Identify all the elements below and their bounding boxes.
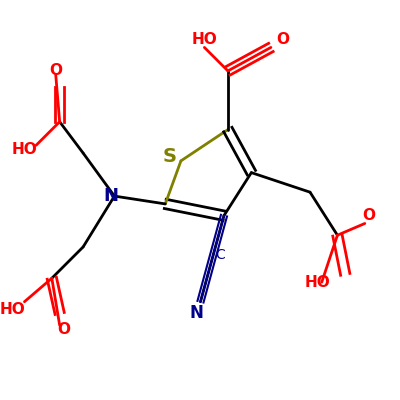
Text: N: N — [190, 304, 204, 322]
Text: HO: HO — [192, 32, 217, 47]
Text: HO: HO — [12, 142, 37, 157]
Text: O: O — [57, 322, 70, 336]
Text: N: N — [103, 187, 118, 205]
Text: S: S — [162, 148, 176, 166]
Text: O: O — [49, 64, 62, 78]
Text: O: O — [276, 32, 289, 47]
Text: C: C — [215, 248, 225, 262]
Text: HO: HO — [305, 275, 331, 290]
Text: HO: HO — [0, 302, 26, 317]
Text: O: O — [362, 208, 375, 223]
